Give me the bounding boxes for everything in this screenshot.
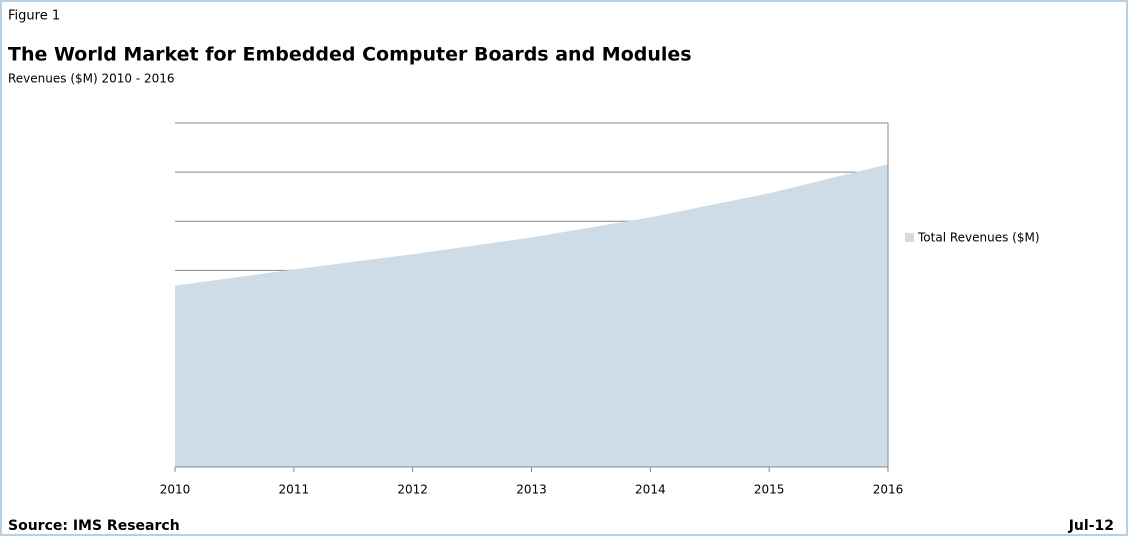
area (175, 164, 888, 467)
x-tick-label: 2011 (279, 483, 310, 497)
x-tick-label: 2015 (754, 483, 785, 497)
x-tick-label: 2016 (873, 483, 904, 497)
x-tick-label: 2013 (516, 483, 547, 497)
x-tick-label: 2014 (635, 483, 666, 497)
date: Jul-12 (1068, 518, 1114, 534)
chart-title: The World Market for Embedded Computer B… (8, 44, 692, 66)
legend-swatch (905, 233, 914, 242)
x-tick-label: 2012 (397, 483, 428, 497)
source: Source: IMS Research (8, 518, 180, 534)
x-tick-label: 2010 (160, 483, 191, 497)
chart-subtitle: Revenues ($M) 2010 - 2016 (8, 72, 175, 86)
legend-label: Total Revenues ($M) (917, 231, 1040, 245)
figure-label: Figure 1 (8, 9, 60, 24)
